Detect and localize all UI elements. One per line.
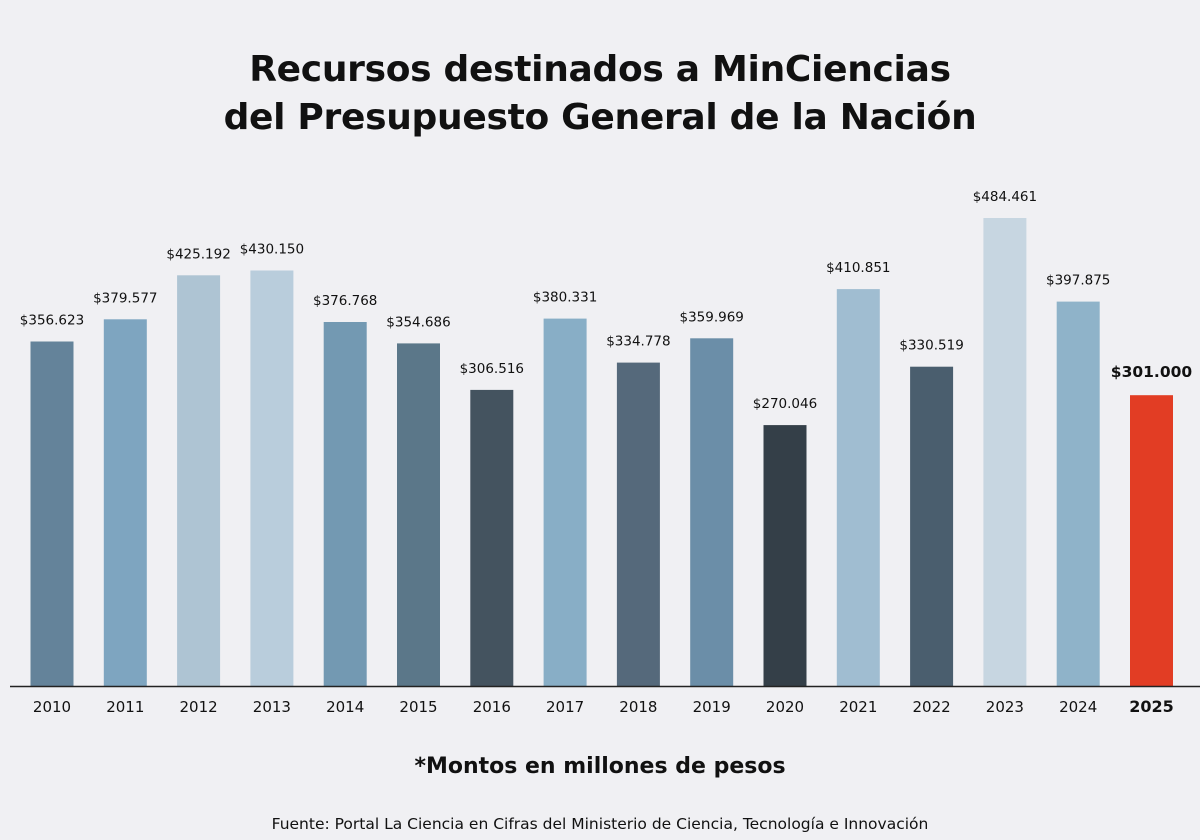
- bar-2023: [983, 218, 1027, 686]
- value-label-2019: $359.969: [679, 309, 743, 325]
- value-label-2021: $410.851: [826, 260, 890, 276]
- bar-2018: [616, 362, 660, 686]
- x-tick-label-2019: 2019: [693, 698, 731, 716]
- value-label-2010: $356.623: [20, 313, 84, 329]
- value-label-2013: $430.150: [240, 242, 304, 258]
- source-note: Fuente: Portal La Ciencia en Cifras del …: [271, 815, 929, 833]
- x-tick-label-2012: 2012: [180, 698, 218, 716]
- x-tick-label-2021: 2021: [839, 698, 877, 716]
- value-label-2020: $270.046: [753, 396, 817, 412]
- bar-2024: [1056, 301, 1100, 686]
- x-tick-label-2015: 2015: [399, 698, 437, 716]
- x-tick-label-2024: 2024: [1059, 698, 1097, 716]
- chart-title-line-2: del Presupuesto General de la Nación: [223, 97, 977, 138]
- x-tick-label-2011: 2011: [106, 698, 144, 716]
- bar-2025: [1130, 395, 1173, 686]
- value-label-2016: $306.516: [460, 361, 524, 377]
- bar-2011: [103, 319, 147, 686]
- x-tick-label-2017: 2017: [546, 698, 584, 716]
- chart-title: Recursos destinados a MinCiencias del Pr…: [0, 46, 1200, 142]
- units-note: *Montos en millones de pesos: [414, 754, 786, 779]
- bar-2014: [323, 322, 367, 686]
- x-tick-label-2022: 2022: [913, 698, 951, 716]
- value-label-2011: $379.577: [93, 290, 157, 306]
- x-tick-label-2025: 2025: [1129, 697, 1174, 716]
- bar-2021: [836, 289, 880, 686]
- bar-2012: [177, 275, 221, 686]
- value-label-2012: $425.192: [166, 246, 230, 262]
- x-tick-label-2010: 2010: [33, 698, 71, 716]
- chart-title-line-1: Recursos destinados a MinCiencias: [249, 49, 951, 90]
- bar-2017: [543, 318, 587, 686]
- bar-2020: [763, 425, 807, 686]
- x-tick-label-2013: 2013: [253, 698, 291, 716]
- value-label-2023: $484.461: [973, 189, 1037, 205]
- x-tick-label-2016: 2016: [473, 698, 511, 716]
- bar-2019: [690, 338, 734, 686]
- x-tick-label-2023: 2023: [986, 698, 1024, 716]
- value-label-2015: $354.686: [386, 314, 450, 330]
- bar-2010: [30, 341, 74, 686]
- value-label-2022: $330.519: [899, 338, 963, 354]
- x-tick-label-2014: 2014: [326, 698, 364, 716]
- x-tick-label-2020: 2020: [766, 698, 804, 716]
- x-tick-label-2018: 2018: [619, 698, 657, 716]
- bar-2013: [250, 270, 294, 686]
- bar-2015: [397, 343, 440, 686]
- value-label-2025: $301.000: [1111, 363, 1193, 381]
- bar-2022: [910, 366, 954, 686]
- value-label-2014: $376.768: [313, 293, 377, 309]
- bar-chart: $356.623 2010 $379.577 2011 $425.192 2012 $430…: [10, 189, 1200, 716]
- value-label-2018: $334.778: [606, 334, 670, 350]
- value-label-2024: $397.875: [1046, 273, 1110, 289]
- value-label-2017: $380.331: [533, 290, 597, 306]
- bar-2016: [470, 389, 514, 686]
